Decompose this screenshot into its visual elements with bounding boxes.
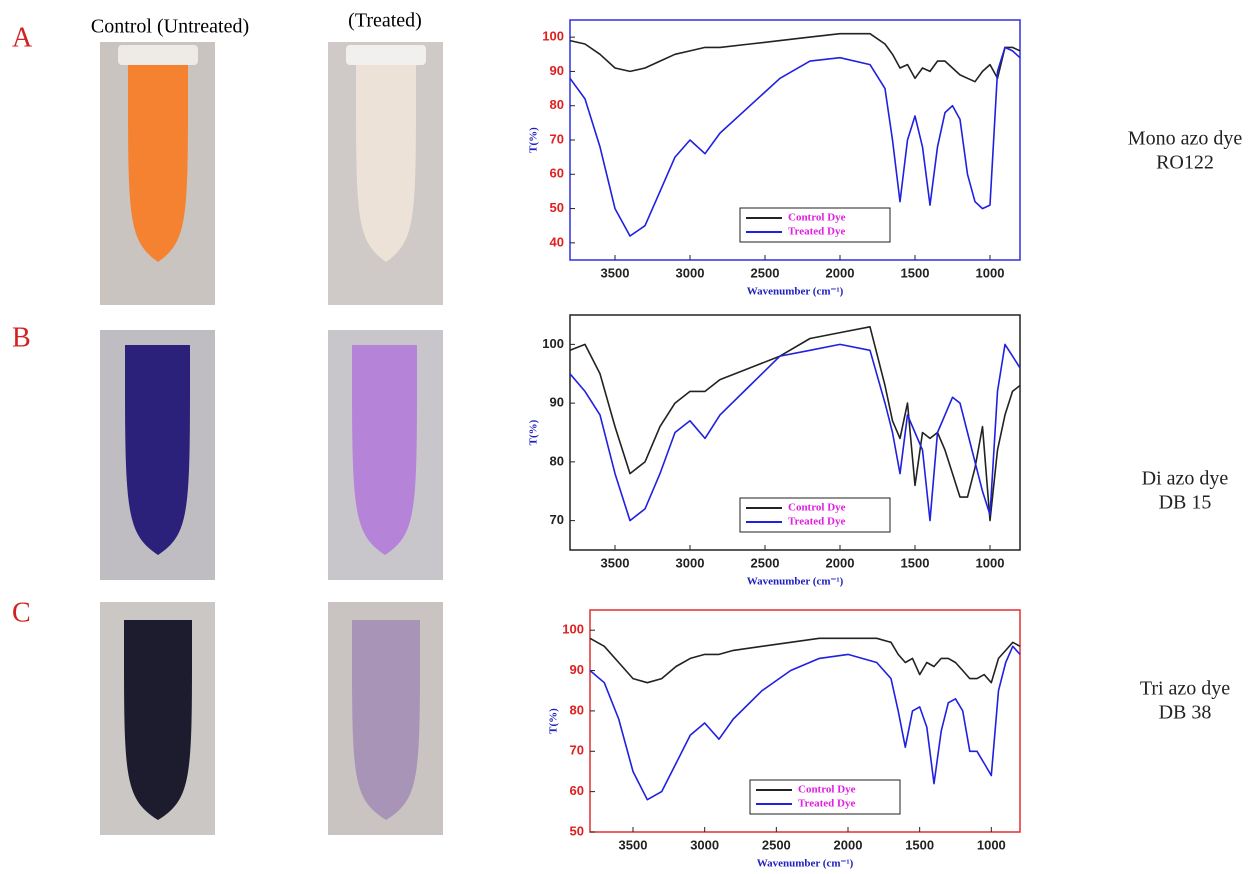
legend-box bbox=[749, 779, 901, 815]
x-axis-label: Wavenumber (cm⁻¹) bbox=[757, 858, 854, 870]
x-axis-label: Wavenumber (cm⁻¹) bbox=[747, 576, 844, 588]
series-line bbox=[569, 32, 1021, 83]
dye-name: Mono azo dye bbox=[1128, 128, 1243, 150]
y-tick-label: 80 bbox=[550, 97, 564, 112]
y-tick-label: 100 bbox=[542, 29, 564, 44]
y-tick-label: 40 bbox=[550, 234, 564, 249]
x-tick-label: 3000 bbox=[676, 265, 705, 280]
x-tick-label: 2000 bbox=[834, 837, 863, 852]
x-tick-label: 2500 bbox=[751, 555, 780, 570]
series-line bbox=[589, 645, 1021, 801]
y-tick-label: 100 bbox=[562, 622, 584, 637]
dye-name: Di azo dye bbox=[1142, 468, 1229, 490]
y-tick-label: 90 bbox=[550, 395, 564, 410]
panel-letter: C bbox=[12, 597, 31, 628]
y-tick-label: 70 bbox=[550, 512, 564, 527]
x-tick-label: 1500 bbox=[901, 265, 930, 280]
x-tick-label: 2500 bbox=[751, 265, 780, 280]
panel-letter: B bbox=[12, 322, 31, 353]
legend-box bbox=[739, 497, 891, 533]
legend-label: Control Dye bbox=[798, 784, 856, 796]
x-tick-label: 3000 bbox=[676, 555, 705, 570]
x-tick-label: 2000 bbox=[826, 265, 855, 280]
y-tick-label: 90 bbox=[550, 63, 564, 78]
x-tick-label: 1000 bbox=[976, 265, 1005, 280]
y-tick-label: 60 bbox=[570, 783, 584, 798]
x-axis-label: Wavenumber (cm⁻¹) bbox=[747, 286, 844, 298]
series-line bbox=[569, 46, 1021, 237]
series-line bbox=[569, 326, 1021, 522]
dye-name: DB 38 bbox=[1159, 702, 1212, 724]
x-tick-label: 1500 bbox=[901, 555, 930, 570]
legend-box bbox=[739, 207, 891, 243]
x-tick-label: 2500 bbox=[762, 837, 791, 852]
y-tick-label: 70 bbox=[550, 131, 564, 146]
y-tick-label: 80 bbox=[570, 702, 584, 717]
y-axis-label: T(%) bbox=[528, 419, 540, 445]
y-tick-label: 80 bbox=[550, 453, 564, 468]
photo-header: Control (Untreated) bbox=[91, 16, 249, 38]
y-axis-label: T(%) bbox=[548, 708, 560, 734]
series-line bbox=[569, 343, 1021, 522]
legend-label: Control Dye bbox=[788, 212, 846, 224]
dye-name: Tri azo dye bbox=[1140, 678, 1230, 700]
y-tick-label: 70 bbox=[570, 743, 584, 758]
y-tick-label: 90 bbox=[570, 662, 584, 677]
plot-frame bbox=[569, 314, 1021, 551]
x-tick-label: 2000 bbox=[826, 555, 855, 570]
photos bbox=[100, 42, 443, 835]
x-tick-label: 1500 bbox=[905, 837, 934, 852]
y-tick-label: 60 bbox=[550, 166, 564, 181]
legend-label: Treated Dye bbox=[788, 226, 845, 238]
legend-label: Treated Dye bbox=[788, 516, 845, 528]
panel-letter: A bbox=[12, 22, 33, 53]
x-tick-label: 3500 bbox=[601, 555, 630, 570]
x-tick-label: 1000 bbox=[977, 837, 1006, 852]
y-tick-label: 50 bbox=[550, 200, 564, 215]
legend-label: Control Dye bbox=[788, 502, 846, 514]
photo-header: (Treated) bbox=[348, 10, 422, 32]
series-line bbox=[589, 637, 1021, 684]
y-tick-label: 100 bbox=[542, 336, 564, 351]
dye-name: DB 15 bbox=[1159, 492, 1212, 514]
y-tick-label: 50 bbox=[570, 823, 584, 838]
x-tick-label: 3500 bbox=[601, 265, 630, 280]
x-tick-label: 1000 bbox=[976, 555, 1005, 570]
dye-name: RO122 bbox=[1156, 152, 1214, 174]
plot-frame bbox=[589, 609, 1021, 833]
x-tick-label: 3500 bbox=[619, 837, 648, 852]
x-tick-label: 3000 bbox=[690, 837, 719, 852]
legend-label: Treated Dye bbox=[798, 798, 855, 810]
y-axis-label: T(%) bbox=[528, 127, 540, 153]
